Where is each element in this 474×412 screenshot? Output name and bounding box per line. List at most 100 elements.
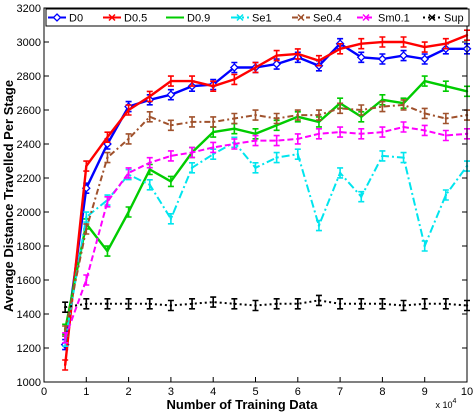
data-point	[444, 42, 448, 45]
data-point	[254, 132, 257, 135]
data-point	[169, 180, 173, 183]
data-point	[296, 113, 299, 117]
data-point	[63, 306, 67, 309]
data-point	[360, 195, 363, 198]
data-point	[423, 244, 426, 248]
series-line	[64, 79, 468, 330]
y-axis-label: Average Distance Travelled Per Stage	[1, 80, 16, 312]
x-exponent-base: x 10	[436, 400, 453, 410]
x-axis-label: Number of Training Data	[167, 397, 319, 412]
data-point	[377, 54, 387, 64]
data-point	[381, 105, 384, 108]
data-point	[127, 210, 130, 214]
y-tick-label: 3000	[17, 37, 41, 49]
x-tick-label: 8	[379, 386, 385, 398]
data-point	[212, 146, 215, 149]
data-point	[127, 302, 130, 305]
data-point	[212, 130, 215, 134]
y-tick-label: 1600	[17, 275, 41, 287]
data-point	[233, 127, 236, 130]
data-point	[212, 120, 215, 124]
data-point	[63, 329, 67, 333]
data-point	[381, 40, 384, 44]
data-point	[317, 120, 321, 124]
data-point	[317, 132, 321, 135]
data-point	[254, 139, 257, 142]
series-sm0-1	[62, 121, 470, 344]
series-sup	[62, 294, 470, 313]
data-point	[296, 153, 299, 156]
legend-label: D0	[69, 13, 83, 25]
data-point	[169, 124, 173, 127]
data-point	[275, 156, 278, 159]
data-point	[254, 66, 257, 69]
data-point	[338, 302, 342, 305]
data-point	[166, 90, 176, 100]
data-point	[381, 154, 384, 158]
data-point	[360, 132, 363, 135]
legend-label: Se0.4	[313, 13, 342, 25]
data-point	[169, 154, 173, 158]
data-point	[381, 130, 384, 134]
data-point	[402, 125, 405, 129]
data-point	[402, 156, 405, 159]
x-tick-label: 4	[210, 386, 216, 398]
data-point	[356, 52, 366, 62]
legend-box	[45, 8, 470, 27]
series-line	[64, 126, 468, 339]
data-point	[148, 95, 151, 98]
data-point	[338, 107, 342, 110]
data-point	[106, 136, 109, 139]
data-point	[275, 302, 278, 305]
series-d0-5	[62, 29, 470, 371]
x-tick-label: 0	[41, 386, 47, 398]
data-point	[106, 302, 109, 305]
data-point	[444, 85, 448, 88]
data-point	[190, 79, 194, 83]
data-point	[423, 129, 426, 132]
data-point	[127, 137, 130, 141]
data-point	[233, 142, 236, 146]
data-point	[254, 304, 257, 307]
legend-item-d0-9: D0.9	[166, 13, 210, 25]
legend: D0 D0.5 D0.9 Se1 Se0.4 Sm0.1 Sup	[45, 8, 470, 27]
y-tick-label: 1200	[17, 343, 41, 355]
data-point	[212, 300, 215, 304]
data-point	[402, 304, 405, 307]
series-line	[65, 299, 468, 309]
data-point	[212, 85, 215, 88]
x-tick-label: 7	[337, 386, 343, 398]
data-point	[148, 168, 151, 171]
legend-marker	[52, 13, 62, 22]
data-point	[317, 299, 321, 302]
y-tick-label: 1000	[17, 377, 41, 389]
data-point	[85, 227, 88, 231]
legend-label: D0.5	[124, 13, 147, 25]
x-exponent-power: 4	[453, 398, 457, 405]
data-point	[169, 217, 173, 220]
data-point	[402, 103, 405, 107]
x-tick-label: 6	[295, 386, 301, 398]
data-point	[275, 117, 278, 120]
data-point	[444, 134, 448, 137]
data-point	[275, 54, 278, 57]
data-point	[423, 45, 426, 49]
data-point	[148, 302, 151, 305]
data-point	[106, 156, 109, 159]
data-point	[148, 115, 151, 119]
data-point	[444, 302, 448, 305]
series-line	[64, 34, 468, 366]
data-point	[63, 336, 67, 339]
x-tick-label: 2	[126, 386, 132, 398]
data-point	[169, 304, 173, 307]
x-tick-label: 1	[83, 386, 89, 398]
legend-label: Sm0.1	[378, 13, 410, 25]
data-point	[106, 200, 109, 203]
legend-item-se1: Se1	[231, 13, 272, 25]
legend-item-d0-5: D0.5	[103, 13, 147, 25]
legend-marker	[428, 13, 436, 22]
data-point	[444, 117, 448, 120]
data-point	[85, 302, 88, 305]
data-point	[317, 224, 321, 227]
